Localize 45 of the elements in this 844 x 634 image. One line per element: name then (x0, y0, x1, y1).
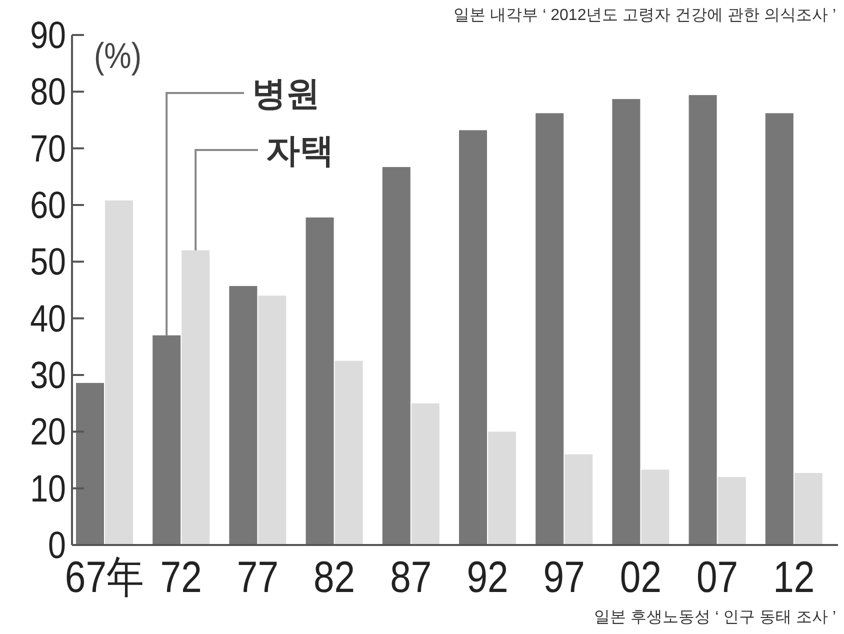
bar (564, 454, 593, 545)
bar (488, 432, 516, 545)
bar (152, 335, 181, 545)
x-tick-label: 02 (620, 552, 662, 602)
x-tick-label: 82 (314, 552, 356, 602)
bar (411, 403, 440, 545)
x-tick-label: 97 (543, 552, 585, 602)
text: 일본 내각부 ‘ 2012년도 고령자 건강에 관한 의식조사 ’ (454, 7, 836, 24)
bar (641, 470, 670, 545)
y-tick-label: 10 (30, 468, 66, 510)
y-axis-title: (%) (94, 36, 142, 77)
bar (765, 113, 794, 545)
bar (459, 130, 487, 545)
x-tick-label: 72 (160, 552, 202, 602)
bar (536, 113, 564, 545)
x-tick-label: 12 (773, 552, 815, 602)
bar (718, 477, 746, 545)
x-tick-label: 87 (390, 552, 432, 602)
x-tick-label: 67年 (64, 552, 144, 602)
y-tick-label: 40 (30, 298, 66, 340)
bar (229, 286, 258, 545)
y-tick-label: 90 (30, 14, 66, 57)
x-tick-label: 07 (696, 552, 738, 602)
y-tick-label: 20 (30, 411, 66, 454)
bar (334, 360, 363, 545)
x-tick-label: 77 (236, 552, 278, 602)
y-tick-label: 80 (30, 71, 66, 114)
bar (76, 382, 104, 545)
x-tick-label: 92 (466, 552, 508, 602)
text: 일본 후생노동성 ‘ 인구 동태 조사 ’ (594, 609, 836, 626)
y-tick-label: 30 (30, 354, 66, 397)
bar (794, 473, 822, 545)
bar (258, 296, 286, 545)
y-tick-label: 60 (30, 184, 66, 227)
text: 병원 (252, 75, 320, 113)
bar (688, 95, 717, 545)
y-tick-label: 0 (48, 524, 66, 567)
bar (612, 99, 640, 545)
bar (182, 250, 210, 545)
bar (306, 217, 334, 545)
text: 자택 (266, 132, 334, 170)
y-tick-label: 50 (30, 241, 66, 284)
bar (382, 167, 410, 545)
bar (105, 200, 133, 545)
y-tick-label: 70 (30, 128, 66, 170)
